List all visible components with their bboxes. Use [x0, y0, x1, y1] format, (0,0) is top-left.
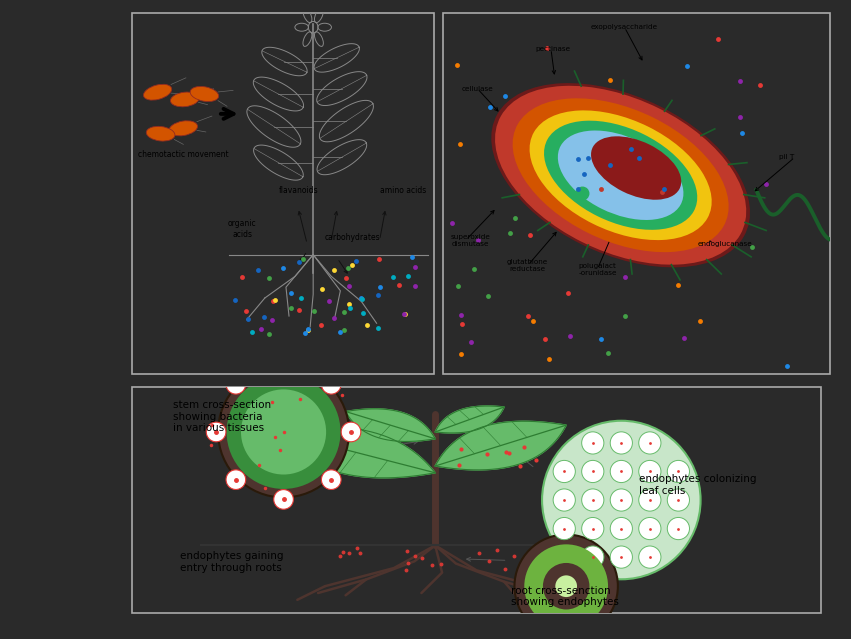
Ellipse shape	[495, 86, 746, 265]
Text: endophytes colonizing
leaf cells: endophytes colonizing leaf cells	[638, 475, 756, 496]
Ellipse shape	[169, 121, 197, 136]
Ellipse shape	[610, 432, 632, 454]
Ellipse shape	[542, 420, 700, 580]
Ellipse shape	[639, 460, 661, 482]
Ellipse shape	[512, 98, 728, 252]
Text: glutathione
reductase: glutathione reductase	[507, 259, 548, 272]
Ellipse shape	[610, 546, 632, 568]
Text: cellulase: cellulase	[462, 86, 494, 91]
Text: organic
acids: organic acids	[228, 219, 256, 238]
Ellipse shape	[558, 130, 683, 220]
Ellipse shape	[610, 518, 632, 540]
Ellipse shape	[556, 575, 577, 597]
Ellipse shape	[322, 470, 341, 489]
Text: flavanoids: flavanoids	[278, 187, 318, 196]
Text: endophytes gaining
entry through roots: endophytes gaining entry through roots	[180, 551, 283, 573]
Text: stem cross-section
showing bacteria
in various tissues: stem cross-section showing bacteria in v…	[174, 400, 271, 433]
Ellipse shape	[639, 489, 661, 511]
Ellipse shape	[206, 422, 226, 442]
Ellipse shape	[553, 460, 575, 482]
Ellipse shape	[667, 518, 689, 540]
Ellipse shape	[582, 546, 604, 568]
Ellipse shape	[529, 111, 711, 240]
Polygon shape	[346, 409, 435, 442]
Ellipse shape	[639, 432, 661, 454]
Ellipse shape	[226, 470, 246, 489]
Ellipse shape	[491, 83, 750, 267]
Text: exopolysaccharide: exopolysaccharide	[591, 24, 658, 30]
Ellipse shape	[667, 460, 689, 482]
Ellipse shape	[582, 489, 604, 511]
Ellipse shape	[582, 518, 604, 540]
Ellipse shape	[226, 374, 246, 394]
Text: chemotactic movement: chemotactic movement	[138, 150, 229, 159]
Ellipse shape	[226, 375, 340, 489]
Text: carbohydrates: carbohydrates	[324, 233, 380, 242]
Text: pil T: pil T	[780, 154, 795, 160]
Text: amino acids: amino acids	[380, 187, 426, 196]
Polygon shape	[435, 406, 504, 433]
Ellipse shape	[190, 86, 219, 102]
Ellipse shape	[553, 518, 575, 540]
Ellipse shape	[322, 374, 341, 394]
Text: polugalact
-orunidase: polugalact -orunidase	[578, 263, 617, 275]
Ellipse shape	[667, 489, 689, 511]
Ellipse shape	[341, 422, 361, 442]
Ellipse shape	[524, 544, 608, 628]
Ellipse shape	[274, 355, 294, 374]
Ellipse shape	[241, 389, 326, 475]
Text: superoxide
dismutase: superoxide dismutase	[450, 234, 490, 247]
Ellipse shape	[582, 432, 604, 454]
Ellipse shape	[553, 489, 575, 511]
Ellipse shape	[582, 460, 604, 482]
Ellipse shape	[170, 92, 199, 107]
Ellipse shape	[146, 127, 175, 141]
Ellipse shape	[515, 534, 618, 638]
Ellipse shape	[544, 121, 697, 230]
Polygon shape	[435, 421, 566, 470]
Text: pectinase: pectinase	[535, 46, 570, 52]
Ellipse shape	[591, 136, 681, 200]
Ellipse shape	[274, 489, 294, 509]
Ellipse shape	[639, 546, 661, 568]
Ellipse shape	[610, 460, 632, 482]
Ellipse shape	[218, 367, 349, 497]
Polygon shape	[277, 427, 435, 478]
Ellipse shape	[639, 518, 661, 540]
Text: root cross-senction
showing endophytes: root cross-senction showing endophytes	[511, 585, 619, 607]
Ellipse shape	[144, 84, 172, 100]
Ellipse shape	[543, 563, 590, 610]
Text: endoglucanase: endoglucanase	[698, 241, 753, 247]
Ellipse shape	[610, 489, 632, 511]
